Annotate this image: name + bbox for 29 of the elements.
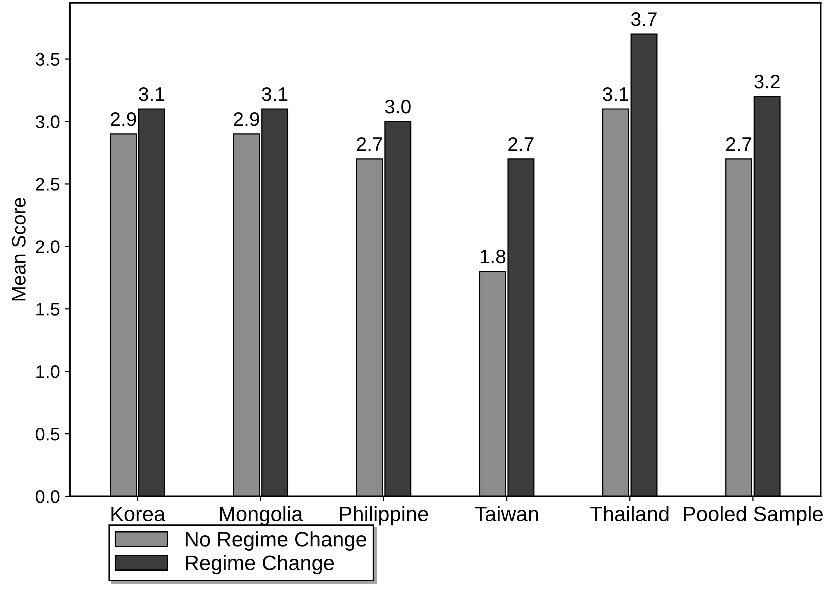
data-label: 2.9 [111, 112, 136, 126]
x-tick-label: Mongolia [220, 506, 304, 526]
data-label: 2.9 [234, 112, 260, 126]
legend-label: No Regime Change [186, 532, 366, 552]
y-tick-label: 0.5 [36, 428, 60, 441]
data-label: 3.7 [631, 12, 657, 26]
data-label: 3.1 [603, 87, 629, 102]
y-tick-label: 0.0 [36, 490, 60, 504]
y-tick-label: 1.5 [36, 303, 60, 316]
x-tick-label: Pooled Sample [684, 506, 823, 526]
y-tick-label: 3.5 [36, 53, 60, 66]
y-axis-title: Mean Score [12, 198, 26, 301]
x-tick-label: Thailand [590, 506, 669, 522]
y-tick-label: 2.5 [36, 178, 60, 191]
data-label: 1.8 [480, 250, 506, 264]
data-label: 2.7 [357, 137, 382, 152]
x-tick-label: Korea [112, 507, 166, 522]
y-tick-label: 1.0 [36, 366, 60, 378]
data-label: 3.1 [139, 87, 165, 102]
legend-label: Regime Change [186, 555, 334, 575]
x-tick-label: Philippine [340, 506, 428, 526]
data-label: 3.0 [385, 100, 411, 114]
data-label: 2.7 [726, 137, 752, 152]
y-tick-label: 3.0 [36, 116, 60, 128]
x-tick-label: Taiwan [475, 506, 538, 522]
data-label: 3.1 [262, 87, 288, 102]
data-label: 3.2 [754, 74, 780, 89]
y-tick-label: 2.0 [36, 240, 60, 254]
data-label: 2.7 [508, 137, 534, 152]
